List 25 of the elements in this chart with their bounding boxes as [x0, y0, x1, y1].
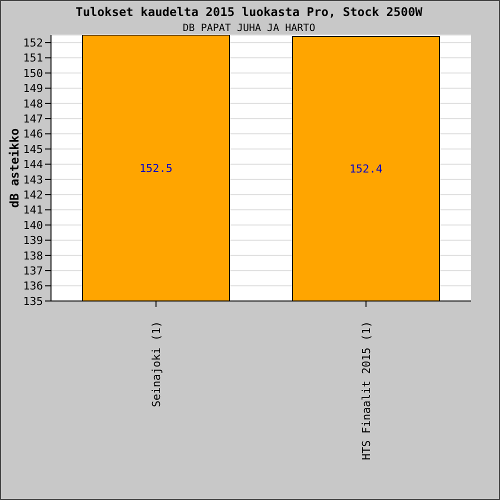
y-tick-label: 139: [23, 234, 43, 248]
data-label: 152.5: [139, 162, 173, 175]
y-tick-label: 142: [23, 188, 43, 202]
y-tick-label: 144: [23, 158, 44, 172]
y-tick-label: 151: [23, 52, 43, 65]
y-tick-label: 141: [23, 204, 43, 217]
y-tick-label: 140: [23, 218, 43, 232]
chart-subtitle: DB PAPAT JUHA JA HARTO: [182, 23, 316, 34]
x-tick-label: Seinajoki (1): [150, 321, 163, 408]
x-tick-label: HTS Finaalit 2015 (1): [360, 321, 373, 460]
y-tick-label: 147: [23, 112, 43, 126]
data-label: 152.4: [349, 162, 383, 176]
y-tick-label: 152: [23, 36, 43, 50]
y-tick-label: 137: [23, 264, 43, 278]
y-tick-label: 145: [23, 142, 43, 156]
y-tick-label: 149: [23, 82, 43, 96]
chart-title: Tulokset kaudelta 2015 luokasta Pro, Stock 2500W: [74, 5, 424, 19]
y-axis-title: dB asteikko: [7, 128, 22, 208]
y-tick-label: 148: [23, 97, 43, 110]
y-tick-label: 143: [23, 173, 43, 186]
y-tick-label: 146: [23, 128, 43, 141]
y-tick-label: 135: [23, 294, 43, 308]
y-tick-label: 136: [23, 280, 43, 293]
y-tick-label: 138: [23, 249, 43, 262]
y-tick-label: 150: [23, 66, 43, 80]
